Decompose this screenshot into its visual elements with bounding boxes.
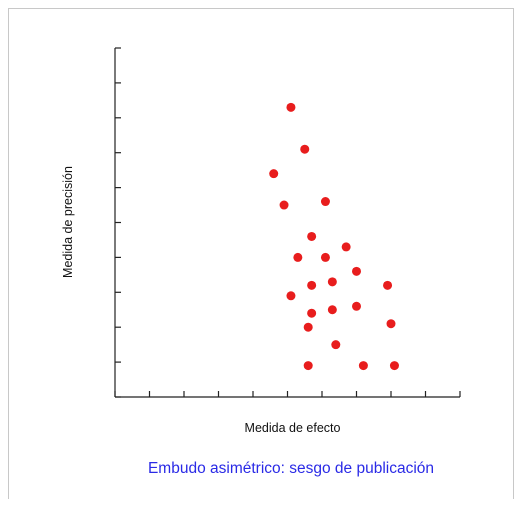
data-point-1 bbox=[300, 144, 310, 154]
data-point-19 bbox=[331, 340, 341, 350]
data-point-14 bbox=[352, 301, 361, 311]
data-point-22 bbox=[389, 361, 399, 371]
data-point-20 bbox=[303, 361, 313, 371]
data-point-16 bbox=[327, 305, 337, 315]
data-point-15 bbox=[307, 308, 317, 318]
figure-frame bbox=[8, 8, 514, 499]
data-point-11 bbox=[327, 277, 337, 287]
data-points bbox=[269, 102, 399, 371]
axis-ticks bbox=[114, 47, 461, 398]
data-point-17 bbox=[303, 322, 313, 332]
data-point-8 bbox=[320, 252, 330, 262]
data-point-6 bbox=[341, 242, 351, 252]
data-point-5 bbox=[307, 231, 317, 241]
y-axis-label: Medida de precisión bbox=[61, 166, 75, 278]
data-point-10 bbox=[307, 280, 317, 290]
data-point-18 bbox=[386, 319, 396, 329]
data-point-7 bbox=[293, 252, 303, 262]
data-point-0 bbox=[286, 102, 296, 112]
data-point-4 bbox=[320, 197, 330, 207]
data-point-21 bbox=[358, 361, 368, 371]
data-point-13 bbox=[286, 291, 296, 301]
data-point-12 bbox=[383, 280, 393, 290]
data-point-9 bbox=[352, 266, 361, 276]
data-point-2 bbox=[269, 169, 279, 179]
x-axis-label: Medida de efecto bbox=[245, 421, 341, 435]
chart-caption: Embudo asimétrico: sesgo de publicación bbox=[148, 460, 434, 477]
data-point-3 bbox=[279, 200, 289, 210]
